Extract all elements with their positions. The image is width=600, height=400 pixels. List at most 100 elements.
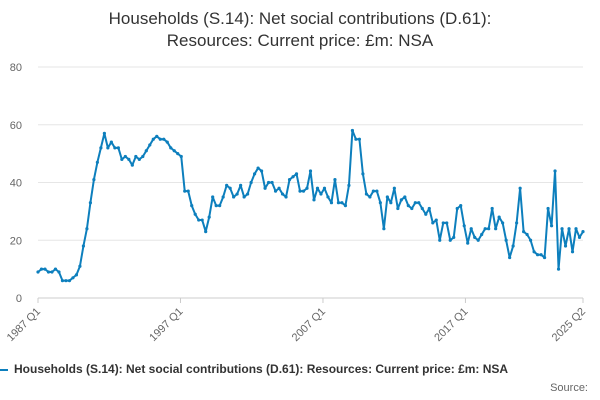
data-point[interactable] (259, 169, 264, 173)
data-point[interactable] (417, 201, 421, 205)
data-point[interactable] (312, 198, 316, 202)
data-point[interactable] (511, 244, 515, 248)
data-point[interactable] (287, 178, 292, 182)
data-point[interactable] (71, 276, 75, 280)
data-point[interactable] (570, 250, 575, 254)
data-point[interactable] (518, 186, 522, 190)
data-point[interactable] (529, 238, 533, 242)
data-point[interactable] (406, 204, 410, 208)
data-point[interactable] (270, 180, 274, 185)
data-point[interactable] (473, 235, 477, 239)
data-point[interactable] (427, 206, 431, 211)
data-point[interactable] (190, 204, 194, 208)
data-point[interactable] (549, 224, 554, 228)
data-point[interactable] (326, 195, 330, 199)
data-point[interactable] (193, 212, 197, 216)
data-point[interactable] (92, 178, 96, 182)
data-point[interactable] (151, 137, 155, 141)
data-point[interactable] (183, 189, 187, 193)
data-point[interactable] (291, 175, 295, 179)
data-point[interactable] (368, 195, 372, 199)
data-point[interactable] (539, 253, 543, 257)
data-point[interactable] (123, 154, 127, 159)
data-point[interactable] (200, 218, 204, 222)
data-point[interactable] (445, 221, 449, 225)
data-point[interactable] (85, 227, 89, 231)
data-point[interactable] (375, 189, 379, 193)
data-point[interactable] (525, 232, 529, 237)
data-point[interactable] (158, 137, 162, 141)
data-point[interactable] (452, 235, 456, 239)
data-point[interactable] (113, 146, 117, 150)
data-point[interactable] (364, 192, 368, 196)
data-point[interactable] (434, 218, 438, 222)
data-point[interactable] (218, 204, 222, 208)
data-point[interactable] (165, 140, 169, 144)
data-point[interactable] (532, 250, 536, 254)
data-point[interactable] (277, 186, 281, 190)
data-point[interactable] (392, 186, 396, 190)
data-point[interactable] (301, 189, 306, 193)
data-point[interactable] (141, 154, 145, 159)
data-point[interactable] (322, 186, 327, 190)
data-point[interactable] (284, 195, 288, 199)
data-point[interactable] (441, 221, 445, 225)
data-point[interactable] (266, 180, 271, 185)
data-point[interactable] (280, 192, 285, 196)
data-point[interactable] (574, 227, 578, 231)
data-point[interactable] (466, 241, 470, 245)
data-point[interactable] (95, 160, 99, 164)
data-point[interactable] (235, 192, 239, 196)
data-point[interactable] (403, 195, 407, 199)
data-point[interactable] (480, 232, 484, 237)
data-point[interactable] (46, 270, 51, 274)
data-point[interactable] (382, 227, 386, 231)
data-point[interactable] (389, 201, 393, 205)
data-point[interactable] (294, 172, 299, 176)
data-point[interactable] (333, 178, 337, 182)
data-point[interactable] (81, 244, 86, 248)
data-point[interactable] (385, 195, 389, 199)
data-point[interactable] (483, 227, 487, 231)
data-point[interactable] (53, 267, 58, 271)
data-point[interactable] (106, 146, 110, 150)
data-point[interactable] (487, 227, 491, 231)
data-point[interactable] (204, 229, 208, 234)
data-point[interactable] (148, 143, 152, 147)
data-point[interactable] (546, 206, 550, 211)
data-point[interactable] (361, 172, 365, 176)
data-point[interactable] (501, 221, 505, 225)
data-point[interactable] (57, 270, 61, 274)
data-point[interactable] (116, 146, 120, 150)
data-point[interactable] (225, 183, 229, 187)
data-point[interactable] (350, 128, 355, 133)
data-point[interactable] (144, 149, 148, 153)
data-point[interactable] (221, 195, 225, 199)
data-point[interactable] (137, 157, 141, 161)
data-point[interactable] (99, 146, 103, 150)
data-point[interactable] (567, 227, 571, 231)
data-point[interactable] (43, 267, 47, 271)
data-point[interactable] (357, 137, 362, 141)
data-point[interactable] (239, 183, 243, 187)
data-point[interactable] (315, 186, 320, 190)
data-point[interactable] (399, 198, 403, 202)
data-point[interactable] (263, 186, 267, 190)
data-point[interactable] (36, 270, 40, 274)
data-point[interactable] (581, 229, 585, 234)
data-point[interactable] (39, 267, 44, 271)
data-point[interactable] (207, 215, 211, 219)
data-point[interactable] (347, 183, 351, 187)
data-point[interactable] (354, 137, 358, 141)
data-point[interactable] (298, 189, 302, 193)
data-point[interactable] (50, 270, 54, 274)
data-point[interactable] (127, 157, 131, 161)
data-point[interactable] (494, 227, 498, 231)
data-point[interactable] (308, 169, 313, 173)
data-point[interactable] (246, 192, 250, 196)
data-point[interactable] (535, 253, 540, 257)
series-layer[interactable] (36, 128, 585, 283)
data-point[interactable] (256, 166, 260, 170)
data-point[interactable] (336, 201, 341, 205)
data-point[interactable] (242, 195, 246, 199)
